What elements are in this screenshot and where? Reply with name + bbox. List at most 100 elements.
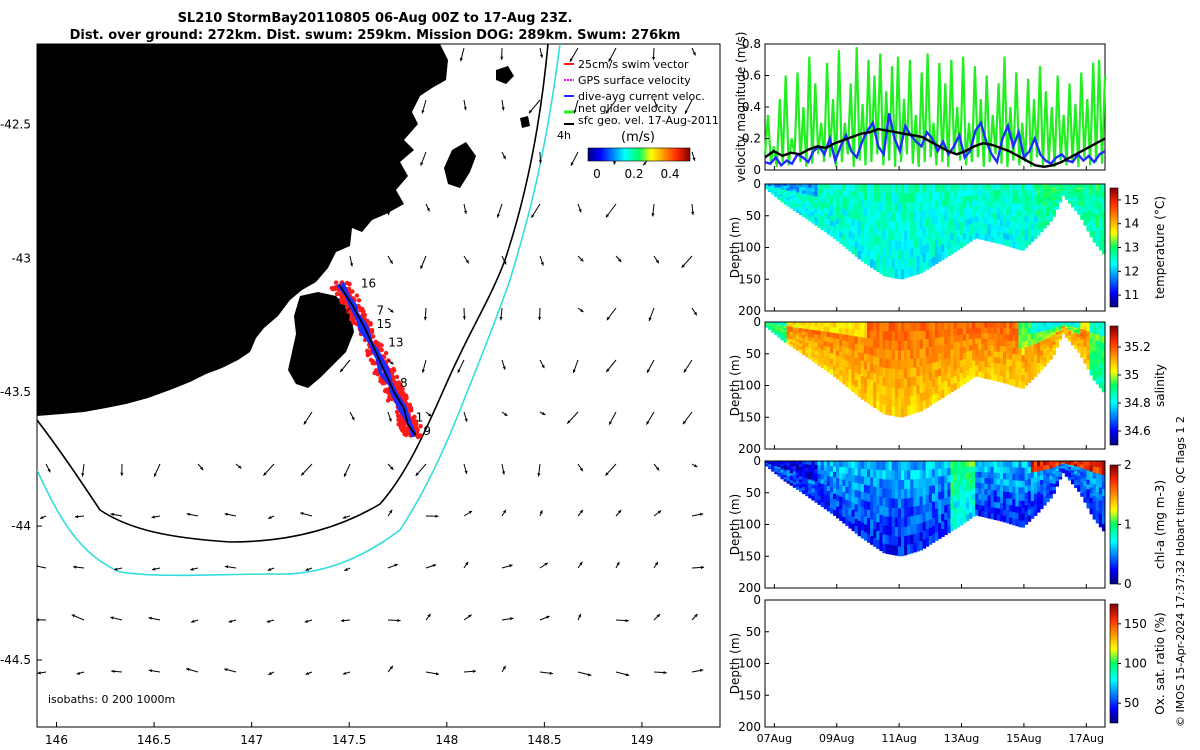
- chlorophyll-cell: [892, 498, 895, 508]
- chlorophyll-cell: [802, 461, 805, 465]
- chlorophyll-cell: [944, 483, 947, 491]
- salinity-cell: [799, 340, 802, 343]
- chlorophyll-cell: [920, 479, 923, 488]
- temperature-cell: [1031, 218, 1034, 224]
- chlorophyll-cell: [898, 499, 901, 509]
- salinity-cell: [1096, 372, 1099, 379]
- temperature-cell: [901, 222, 904, 232]
- temperature-cell: [1012, 184, 1015, 191]
- chlorophyll-cell: [793, 469, 796, 472]
- temperature-cell: [1018, 184, 1021, 191]
- chlorophyll-cell: [944, 513, 947, 521]
- salinity-cell: [1034, 338, 1037, 344]
- chlorophyll-cell: [895, 536, 898, 546]
- salinity-cell: [1049, 355, 1052, 359]
- chlorophyll-cell: [898, 508, 901, 518]
- temperature-ytick-label: 50: [746, 209, 761, 223]
- salinity-cell: [852, 329, 855, 336]
- chlorophyll-cell: [1096, 480, 1099, 487]
- temperature-cell: [984, 212, 987, 218]
- track-swim-vector-point: [340, 297, 344, 301]
- temperature-cell: [1022, 184, 1025, 191]
- salinity-cell: [821, 345, 824, 350]
- chlorophyll-cell: [1093, 508, 1096, 514]
- chlorophyll-cell: [848, 501, 851, 508]
- salinity-cell: [997, 334, 1000, 340]
- temperature-cell: [799, 187, 802, 190]
- chlorophyll-cell: [1003, 492, 1006, 499]
- salinity-cell: [988, 328, 991, 334]
- temperature-cell: [972, 201, 975, 207]
- temperature-cell: [1022, 210, 1025, 217]
- chlorophyll-cell: [969, 467, 972, 473]
- salinity-cell: [963, 328, 966, 335]
- chlorophyll-cell: [1096, 504, 1099, 511]
- chlorophyll-cell: [827, 466, 830, 471]
- chlorophyll-cell: [997, 509, 1000, 515]
- chlorophyll-cell: [1003, 485, 1006, 492]
- salinity-cell: [774, 333, 777, 335]
- temperature-cell: [848, 224, 851, 231]
- temperature-cell: [944, 221, 947, 229]
- time-tick-label: 17Aug: [1069, 732, 1104, 745]
- temperature-cell: [954, 218, 957, 225]
- temperature-cell: [972, 195, 975, 201]
- temperature-cell: [889, 184, 892, 194]
- salinity-cell: [1052, 351, 1055, 355]
- temperature-cell: [858, 214, 861, 222]
- temperature-cell: [1071, 186, 1074, 189]
- chlorophyll-cell: [811, 465, 814, 469]
- chlorophyll-cell: [768, 468, 771, 469]
- salinity-cell: [994, 345, 997, 351]
- temperature-cell: [1043, 188, 1046, 193]
- temperature-cell: [864, 255, 867, 263]
- salinity-cell: [1003, 340, 1006, 347]
- salinity-cell: [818, 322, 821, 327]
- chlorophyll-cell: [960, 512, 963, 519]
- chlorophyll-cell: [1083, 465, 1086, 470]
- chlorophyll-cell: [904, 480, 907, 490]
- map-xtick-label: 146.5: [137, 733, 171, 747]
- map-ytick-label: -44: [11, 519, 31, 533]
- chlorophyll-cell: [1022, 514, 1025, 521]
- temperature-cell: [901, 250, 904, 260]
- temperature-cell: [1090, 232, 1093, 238]
- temperature-cell: [1043, 197, 1046, 202]
- temperature-cell: [1086, 189, 1089, 194]
- chlorophyll-cell: [1096, 467, 1099, 474]
- temperature-cell: [916, 265, 919, 274]
- salinity-cell: [1093, 357, 1096, 363]
- salinity-cell: [855, 365, 858, 373]
- temperature-cell: [1028, 190, 1031, 196]
- temperature-cell: [1046, 204, 1049, 208]
- salinity-cell: [991, 351, 994, 357]
- salinity-cell: [1043, 353, 1046, 358]
- temperature-cell: [842, 234, 845, 241]
- temperature-cell: [790, 203, 793, 206]
- salinity-cell: [997, 375, 1000, 381]
- chlorophyll-cell: [805, 492, 808, 496]
- temperature-cell: [941, 237, 944, 245]
- chlorophyll-cell: [1077, 482, 1080, 485]
- salinity-cell: [814, 339, 817, 344]
- temperature-cell: [941, 214, 944, 222]
- salinity-cell: [1040, 351, 1043, 356]
- chlorophyll-cell: [957, 468, 960, 475]
- chlorophyll-cell: [818, 487, 821, 492]
- chlorophyll-cell: [963, 510, 966, 517]
- chlorophyll-cell: [827, 486, 830, 491]
- temperature-cell: [1096, 184, 1099, 191]
- chlorophyll-cell: [1000, 473, 1003, 479]
- salinity-cell: [808, 355, 811, 359]
- section-panels: 050100150200Depth (m)1112131415 temperatu…: [728, 177, 1167, 734]
- chlorophyll-cell: [1015, 506, 1018, 513]
- salinity-cell: [916, 376, 919, 385]
- chlorophyll-cell: [790, 463, 793, 466]
- salinity-cell: [867, 379, 870, 388]
- temperature-cell: [1003, 227, 1006, 234]
- salinity-cell: [1000, 364, 1003, 370]
- chlorophyll-cell: [950, 475, 953, 482]
- temperature-cell: [904, 184, 907, 194]
- temperature-cell: [867, 208, 870, 217]
- chlorophyll-cell: [886, 498, 889, 508]
